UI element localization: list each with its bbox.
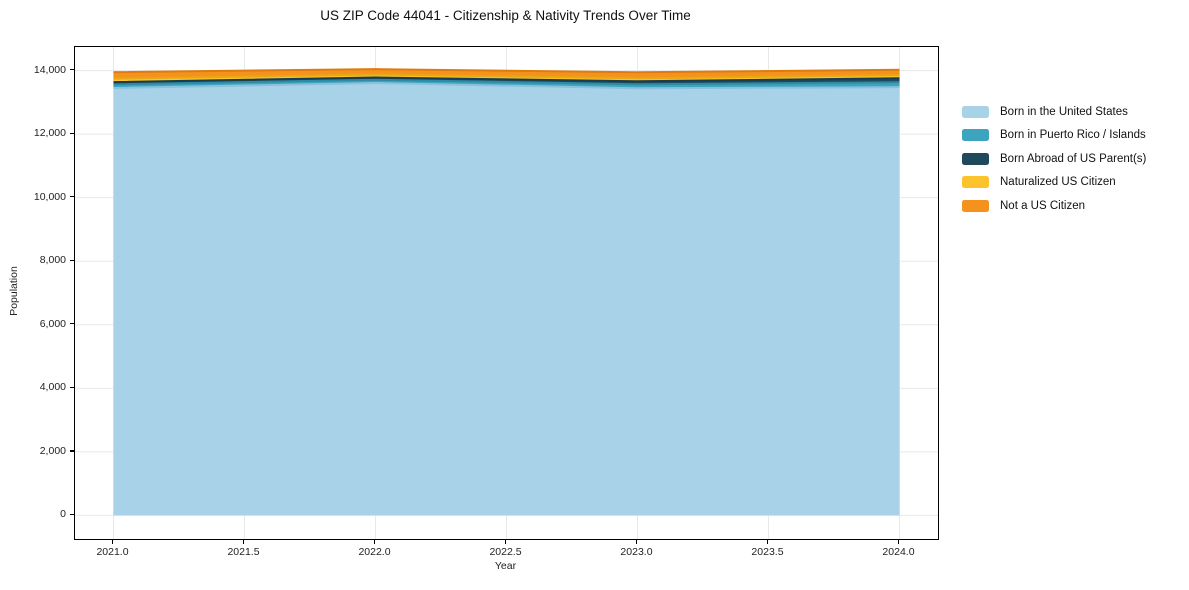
x-tick: [504, 539, 507, 544]
chart-title: US ZIP Code 44041 - Citizenship & Nativi…: [320, 8, 691, 23]
legend-swatch-icon: [962, 176, 989, 189]
legend-label: Naturalized US Citizen: [1000, 176, 1116, 189]
y-tick-label: 8,000: [39, 254, 66, 267]
legend-label: Not a US Citizen: [1000, 199, 1086, 212]
x-tick: [373, 539, 376, 544]
legend-label: Born Abroad of US Parent(s): [1000, 152, 1147, 165]
x-tick: [242, 539, 245, 544]
legend-swatch-icon: [962, 105, 989, 118]
y-tick: [69, 132, 74, 134]
x-tick: [897, 539, 900, 544]
legend-item: Naturalized US Citizen: [962, 171, 1146, 195]
edge-born-in-puerto-rico-islands: [113, 78, 900, 86]
legend-item: Not a US Citizen: [962, 194, 1146, 218]
y-tick-label: 14,000: [33, 63, 66, 76]
y-tick-label: 12,000: [33, 127, 66, 140]
x-axis-title: Year: [494, 560, 517, 572]
y-tick: [69, 323, 74, 325]
x-tick-label: 2022.0: [358, 546, 391, 558]
x-tick-label: 2023.0: [620, 546, 653, 558]
legend-item: Born in the United States: [962, 100, 1146, 124]
legend-item: Born in Puerto Rico / Islands: [962, 124, 1146, 148]
y-tick-label: 4,000: [39, 381, 66, 394]
y-tick-label: 6,000: [39, 317, 66, 330]
edge-not-a-us-citizen: [113, 68, 900, 74]
y-tick: [69, 450, 74, 452]
x-tick-label: 2024.0: [882, 546, 915, 558]
legend: Born in the United States Born in Puerto …: [962, 100, 1146, 218]
y-tick-label: 2,000: [39, 444, 66, 457]
x-tick: [635, 539, 638, 544]
x-tick: [111, 539, 114, 544]
legend-item: Born Abroad of US Parent(s): [962, 147, 1146, 171]
legend-swatch-icon: [962, 199, 989, 212]
y-tick-label: 0: [60, 508, 66, 521]
x-tick: [766, 539, 769, 544]
stacked-area-plot: [75, 47, 938, 539]
edge-born-abroad-of-us-parent-s-: [113, 76, 900, 84]
edge-born-in-the-united-states: [113, 82, 900, 90]
y-tick: [69, 386, 74, 388]
edge-naturalized-us-citizen: [113, 73, 900, 80]
x-tick-label: 2023.5: [751, 546, 784, 558]
y-tick: [69, 513, 74, 516]
area-born-in-the-united-states: [113, 83, 900, 516]
y-axis-title: Population: [8, 266, 20, 316]
y-tick: [69, 196, 74, 198]
area-not-a-us-citizen: [113, 69, 900, 79]
y-tick-label: 10,000: [33, 190, 66, 203]
legend-swatch-icon: [962, 152, 989, 165]
x-tick-label: 2021.5: [227, 546, 260, 558]
x-tick-label: 2021.0: [96, 546, 129, 558]
legend-label: Born in the United States: [1000, 105, 1128, 118]
legend-label: Born in Puerto Rico / Islands: [1000, 129, 1146, 142]
y-tick: [69, 259, 74, 261]
plot-area: [74, 46, 939, 540]
legend-swatch-icon: [962, 129, 989, 142]
x-tick-label: 2022.5: [489, 546, 522, 558]
y-tick: [69, 69, 74, 71]
